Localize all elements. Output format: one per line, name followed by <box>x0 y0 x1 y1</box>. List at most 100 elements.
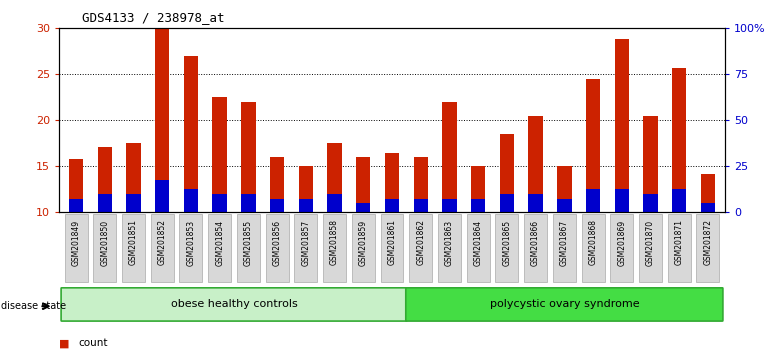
FancyBboxPatch shape <box>93 214 116 282</box>
Bar <box>413 199 428 212</box>
Bar <box>413 157 428 212</box>
FancyBboxPatch shape <box>668 214 691 282</box>
Text: GSM201868: GSM201868 <box>589 219 597 266</box>
Bar <box>270 199 285 212</box>
Text: GSM201853: GSM201853 <box>187 219 195 266</box>
FancyBboxPatch shape <box>180 214 202 282</box>
Bar <box>183 189 198 212</box>
Bar <box>299 199 313 212</box>
FancyBboxPatch shape <box>266 214 289 282</box>
Text: GSM201866: GSM201866 <box>531 219 540 266</box>
Bar <box>442 102 456 212</box>
Text: GSM201854: GSM201854 <box>215 219 224 266</box>
Bar <box>69 159 83 212</box>
Bar <box>356 157 371 212</box>
Bar <box>557 199 572 212</box>
Bar <box>586 79 601 212</box>
FancyBboxPatch shape <box>237 214 260 282</box>
Bar <box>97 194 112 212</box>
Bar <box>270 157 285 212</box>
Bar <box>499 194 514 212</box>
Bar <box>126 194 140 212</box>
Text: ■: ■ <box>59 338 69 348</box>
Bar <box>126 143 140 212</box>
Text: GDS4133 / 238978_at: GDS4133 / 238978_at <box>82 11 225 24</box>
FancyBboxPatch shape <box>553 214 575 282</box>
Text: GSM201850: GSM201850 <box>100 219 109 266</box>
FancyBboxPatch shape <box>61 288 407 321</box>
FancyBboxPatch shape <box>610 214 633 282</box>
Bar <box>557 166 572 212</box>
Text: GSM201865: GSM201865 <box>503 219 511 266</box>
Bar <box>471 166 485 212</box>
Bar <box>672 68 687 212</box>
Bar <box>328 143 342 212</box>
Bar <box>155 180 169 212</box>
Bar <box>385 153 399 212</box>
Text: GSM201857: GSM201857 <box>301 219 310 266</box>
Text: GSM201859: GSM201859 <box>359 219 368 266</box>
FancyBboxPatch shape <box>323 214 346 282</box>
FancyBboxPatch shape <box>122 214 145 282</box>
Text: GSM201858: GSM201858 <box>330 219 339 266</box>
Text: obese healthy controls: obese healthy controls <box>171 299 297 309</box>
FancyBboxPatch shape <box>582 214 604 282</box>
Text: GSM201864: GSM201864 <box>474 219 483 266</box>
Bar <box>615 189 629 212</box>
FancyBboxPatch shape <box>406 288 723 321</box>
Text: GSM201862: GSM201862 <box>416 219 425 266</box>
Text: GSM201869: GSM201869 <box>617 219 626 266</box>
Bar <box>97 147 112 212</box>
FancyBboxPatch shape <box>438 214 461 282</box>
Bar <box>212 97 227 212</box>
Bar <box>212 194 227 212</box>
Bar <box>155 28 169 212</box>
Bar <box>241 102 256 212</box>
Bar <box>356 203 371 212</box>
FancyBboxPatch shape <box>380 214 404 282</box>
Bar <box>672 189 687 212</box>
Bar <box>701 174 715 212</box>
Bar <box>528 116 543 212</box>
Text: GSM201861: GSM201861 <box>387 219 397 266</box>
Text: GSM201872: GSM201872 <box>703 219 713 266</box>
Text: GSM201851: GSM201851 <box>129 219 138 266</box>
Text: GSM201870: GSM201870 <box>646 219 655 266</box>
Bar <box>442 199 456 212</box>
FancyBboxPatch shape <box>639 214 662 282</box>
Text: disease state: disease state <box>1 301 66 311</box>
Text: count: count <box>78 338 108 348</box>
FancyBboxPatch shape <box>495 214 518 282</box>
Bar <box>328 194 342 212</box>
Text: GSM201871: GSM201871 <box>675 219 684 266</box>
FancyBboxPatch shape <box>696 214 720 282</box>
Bar <box>183 56 198 212</box>
Bar <box>615 39 629 212</box>
Text: GSM201849: GSM201849 <box>71 219 81 266</box>
FancyBboxPatch shape <box>209 214 231 282</box>
Text: polycystic ovary syndrome: polycystic ovary syndrome <box>489 299 639 309</box>
Bar <box>471 199 485 212</box>
Bar <box>69 199 83 212</box>
FancyBboxPatch shape <box>409 214 432 282</box>
Text: GSM201863: GSM201863 <box>445 219 454 266</box>
Bar <box>241 194 256 212</box>
Bar <box>299 166 313 212</box>
FancyBboxPatch shape <box>466 214 490 282</box>
Text: GSM201867: GSM201867 <box>560 219 569 266</box>
Text: GSM201855: GSM201855 <box>244 219 253 266</box>
Bar <box>644 116 658 212</box>
Text: GSM201856: GSM201856 <box>273 219 281 266</box>
Bar <box>528 194 543 212</box>
Bar <box>499 134 514 212</box>
FancyBboxPatch shape <box>294 214 318 282</box>
FancyBboxPatch shape <box>524 214 547 282</box>
Text: GSM201852: GSM201852 <box>158 219 167 266</box>
Bar <box>586 189 601 212</box>
Bar <box>385 199 399 212</box>
FancyBboxPatch shape <box>151 214 174 282</box>
Bar <box>701 203 715 212</box>
FancyBboxPatch shape <box>352 214 375 282</box>
Bar <box>644 194 658 212</box>
FancyBboxPatch shape <box>64 214 88 282</box>
